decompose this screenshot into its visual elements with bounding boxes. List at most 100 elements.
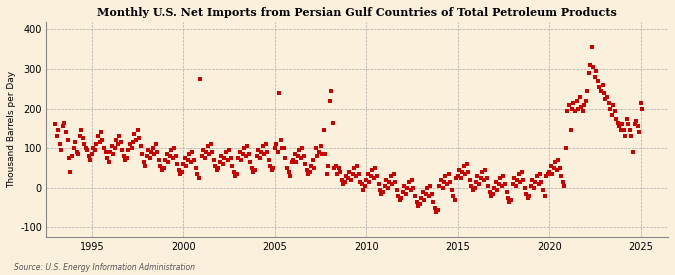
Point [151, 142, 161, 147]
Point [140, 164, 151, 168]
Point [257, 144, 268, 148]
Point [105, 150, 115, 155]
Point [572, 106, 583, 111]
Point [628, 150, 639, 155]
Point [55, 142, 65, 147]
Point [186, 160, 196, 164]
Point [330, 164, 341, 168]
Point [440, 174, 451, 178]
Point [479, 178, 489, 182]
Point [131, 138, 142, 142]
Point [565, 128, 576, 133]
Point [187, 150, 198, 155]
Point [78, 136, 88, 141]
Point [422, 186, 433, 190]
Point [457, 170, 468, 174]
Point [507, 182, 518, 186]
Point [239, 146, 250, 150]
Point [97, 138, 108, 142]
Point [635, 100, 646, 105]
Point [378, 190, 389, 194]
Point [252, 148, 263, 152]
Point [521, 192, 532, 196]
Point [393, 194, 404, 198]
Point [371, 174, 382, 178]
Point [344, 170, 355, 174]
Point [225, 156, 236, 160]
Point [341, 174, 352, 178]
Point [245, 160, 256, 164]
Point [321, 172, 332, 176]
Point [56, 148, 67, 152]
Point [141, 154, 152, 158]
Point [582, 89, 593, 93]
Point [564, 103, 574, 107]
Point [463, 170, 474, 174]
Point [533, 182, 544, 186]
Point [338, 182, 349, 186]
Point [373, 182, 384, 186]
Point [279, 146, 290, 150]
Point [388, 172, 399, 176]
Point [236, 158, 247, 162]
Point [323, 164, 333, 168]
Point [392, 188, 402, 192]
Point [211, 168, 222, 172]
Point [481, 176, 492, 180]
Point [588, 65, 599, 69]
Point [68, 146, 79, 150]
Point [223, 148, 234, 152]
Point [124, 142, 135, 147]
Point [603, 100, 614, 105]
Point [509, 176, 520, 180]
Point [405, 188, 416, 192]
Point [103, 160, 114, 164]
Point [548, 166, 559, 170]
Point [614, 124, 624, 129]
Point [59, 120, 70, 125]
Point [506, 197, 516, 202]
Point [347, 172, 358, 176]
Point [538, 188, 549, 192]
Point [500, 182, 510, 186]
Point [318, 128, 329, 133]
Point [579, 103, 590, 107]
Point [542, 172, 553, 176]
Point [215, 160, 225, 164]
Point [536, 180, 547, 184]
Point [423, 194, 434, 198]
Point [193, 176, 204, 180]
Point [265, 164, 275, 168]
Point [281, 166, 292, 170]
Point [117, 148, 128, 152]
Point [571, 98, 582, 103]
Point [408, 186, 419, 190]
Point [617, 122, 628, 127]
Point [367, 168, 378, 172]
Point [435, 178, 446, 182]
Point [108, 152, 119, 156]
Point [298, 154, 309, 158]
Point [251, 154, 262, 158]
Point [154, 158, 165, 162]
Point [268, 166, 279, 170]
Point [173, 168, 184, 172]
Point [238, 152, 248, 156]
Point [483, 184, 493, 188]
Point [510, 184, 521, 188]
Point [53, 128, 64, 133]
Point [623, 122, 634, 127]
Point [460, 172, 470, 176]
Point [302, 168, 313, 172]
Point [262, 150, 273, 155]
Point [417, 190, 428, 194]
Point [120, 158, 131, 162]
Point [72, 150, 82, 155]
Point [431, 210, 441, 214]
Point [475, 176, 486, 180]
Point [359, 184, 370, 188]
Point [244, 152, 254, 156]
Point [292, 154, 303, 158]
Point [562, 108, 573, 113]
Point [180, 156, 190, 160]
